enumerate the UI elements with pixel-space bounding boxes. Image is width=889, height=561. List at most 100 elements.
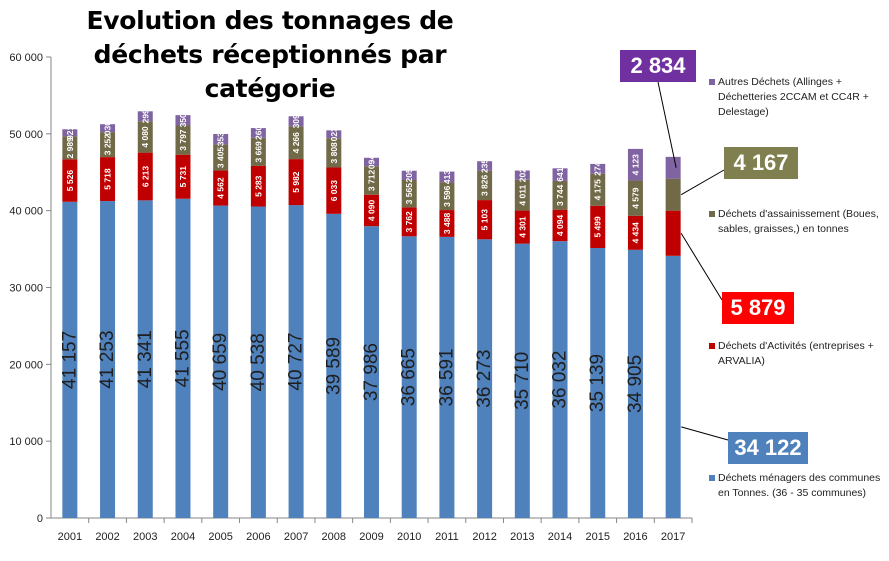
data-label: 274: [593, 161, 603, 175]
bar-segment: [364, 226, 379, 518]
bar-segment: [439, 182, 455, 211]
data-label: 202: [517, 168, 527, 182]
legend-item-assainissement: Déchets d'assainissement (Boues, sables,…: [709, 207, 886, 237]
data-label: 39 589: [323, 337, 344, 395]
bar-segment: [62, 159, 78, 202]
data-label: 40 659: [210, 333, 231, 391]
x-tick-label: 2009: [359, 531, 383, 543]
chart-title-line2: déchets réceptionnés par catégorie: [93, 40, 447, 103]
bar-segment: [401, 179, 417, 208]
callout-menagers: 34 122: [728, 432, 808, 464]
data-label: 299: [140, 109, 150, 123]
data-label: 3 252: [103, 134, 113, 156]
data-label: 40 727: [286, 332, 307, 390]
data-label: 36 032: [550, 351, 571, 409]
callout-leader-line: [680, 232, 723, 301]
bar-segment: [250, 137, 266, 166]
data-label: 3 712: [367, 170, 377, 192]
chart-title-line1: Evolution des tonnages de: [86, 6, 454, 35]
legend-item-activites: Déchets d'Activités (entreprises + ARVAL…: [709, 339, 886, 369]
data-label: 3 669: [253, 141, 263, 163]
data-label: 4 123: [630, 154, 640, 176]
x-tick-label: 2005: [208, 531, 232, 543]
data-label: 35 710: [512, 352, 533, 410]
data-label: 023: [329, 127, 339, 141]
bar-segment: [175, 198, 191, 518]
data-label: 030: [103, 121, 113, 135]
data-label: 3 797: [178, 129, 188, 151]
x-tick-label: 2003: [133, 531, 157, 543]
data-label: 5 103: [480, 209, 490, 231]
data-label: 094: [367, 155, 377, 169]
data-label: 4 301: [517, 216, 527, 238]
data-label: 3 596: [442, 185, 452, 207]
bar-segment: [137, 152, 153, 201]
bar-segment: [477, 170, 493, 201]
bar-segment: [665, 255, 681, 519]
bar-segment: [627, 249, 643, 519]
bar-segment: [477, 239, 493, 519]
bar-segment: [627, 148, 643, 181]
bar-segment: [477, 161, 493, 171]
data-label: 3 808: [329, 142, 339, 164]
bar-segment: [552, 168, 568, 181]
data-label: 3 405: [216, 147, 226, 169]
callout-leader-line: [657, 81, 677, 168]
bar-segment: [137, 200, 153, 518]
bar-segment: [665, 178, 681, 211]
x-tick-label: 2010: [397, 531, 421, 543]
data-label: 353: [216, 132, 226, 146]
bar-segment: [514, 243, 530, 518]
callout-activites: 5 879: [722, 292, 794, 324]
bar-segment: [326, 130, 342, 139]
x-tick-label: 2012: [472, 531, 496, 543]
data-label: 235: [480, 159, 490, 173]
bar-segment: [100, 157, 116, 202]
data-label: 350: [178, 113, 188, 127]
bar-segment: [401, 170, 417, 180]
data-label: 5 526: [65, 170, 75, 192]
x-tick-label: 2008: [322, 531, 346, 543]
data-label: 4 080: [140, 126, 150, 148]
data-label: 4 011: [517, 185, 527, 206]
y-tick-label: 40 000: [9, 206, 43, 218]
bar-segment: [552, 209, 568, 242]
bar-segment: [590, 173, 606, 206]
bar-segment: [62, 136, 78, 160]
bar-segment: [477, 200, 493, 240]
bar-segment: [439, 236, 455, 519]
bar-segment: [665, 156, 681, 179]
x-tick-label: 2014: [548, 531, 572, 543]
bar-segment: [250, 165, 266, 207]
bar-segment: [326, 213, 342, 518]
data-label: 35 139: [587, 354, 608, 412]
bar-segment: [590, 163, 606, 174]
bar-segment: [514, 210, 530, 244]
bar-segment: [213, 133, 229, 145]
callout-leader-line: [681, 426, 729, 441]
bar-segment: [175, 154, 191, 199]
bar-segment: [100, 124, 116, 133]
data-label: 5 283: [253, 175, 263, 197]
x-tick-label: 2015: [585, 531, 609, 543]
legend-item-autres: Autres Déchets (Allinges + Déchetteries …: [709, 75, 886, 120]
callout-assainissement: 4 167: [724, 147, 798, 179]
bar-segment: [137, 111, 153, 122]
bar-segment: [288, 126, 304, 160]
bar-segment: [250, 206, 266, 519]
y-tick-label: 20 000: [9, 359, 43, 371]
y-tick-label: 0: [37, 513, 43, 525]
data-label: 3 762: [404, 211, 414, 233]
data-label: 5 731: [178, 166, 188, 188]
legend-label-menagers: Déchets ménagers des communes en Tonnes.…: [718, 472, 881, 499]
data-label: 3 565: [404, 183, 414, 205]
x-tick-label: 2001: [58, 531, 82, 543]
bar-segment: [665, 210, 681, 256]
data-label: 6 213: [140, 166, 150, 188]
data-label: 4 090: [367, 200, 377, 222]
bar-segment: [364, 166, 379, 195]
data-label: 41 157: [59, 331, 80, 389]
bar-segment: [288, 205, 304, 519]
data-label: 34 905: [625, 355, 646, 413]
bar-segment: [213, 144, 229, 171]
